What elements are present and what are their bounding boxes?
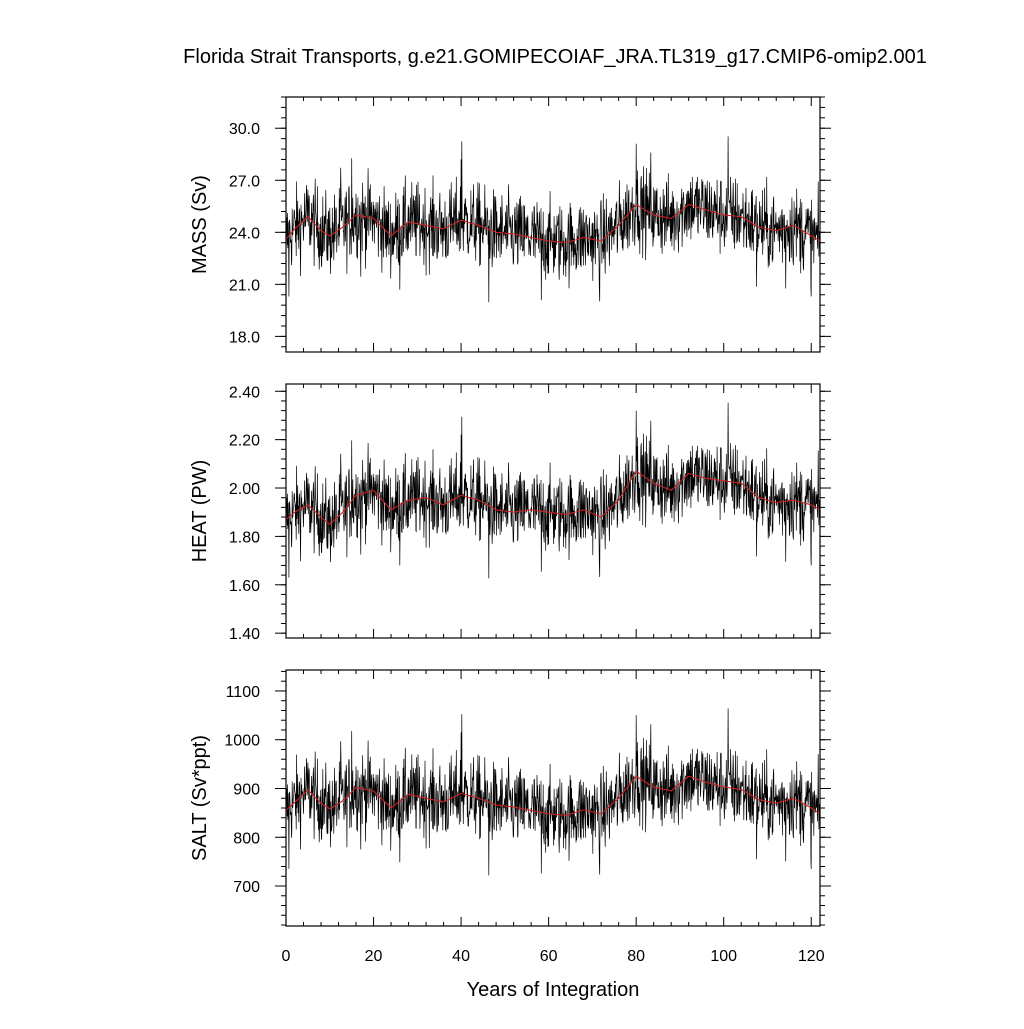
x-tick-label: 60 (540, 948, 558, 965)
mass-y-tick-label: 21.0 (229, 277, 260, 294)
heat-y-axis-label: HEAT (PW) (189, 460, 211, 563)
salt-raw-series (285, 708, 820, 876)
heat-y-tick-label: 2.00 (229, 481, 260, 498)
salt-y-tick-label: 1000 (224, 733, 260, 750)
mass-y-tick-label: 30.0 (229, 121, 260, 138)
x-tick-label: 40 (452, 948, 470, 965)
salt-y-axis-label: SALT (Sv*ppt) (189, 735, 211, 861)
mass-y-axis-label: MASS (Sv) (189, 175, 211, 274)
x-tick-label: 100 (710, 948, 737, 965)
heat-y-tick-label: 1.60 (229, 578, 260, 595)
heat-y-tick-label: 1.80 (229, 529, 260, 546)
heat-raw-series (285, 402, 820, 579)
mass-frame (285, 96, 821, 353)
heat-smoothed-series (285, 470, 821, 526)
salt-y-tick-label: 1100 (226, 684, 261, 701)
salt-y-tick-label: 800 (233, 830, 260, 847)
x-tick-label: 120 (798, 948, 825, 965)
mass-y-tick-label: 18.0 (229, 329, 260, 346)
x-tick-label: 0 (282, 948, 291, 965)
heat-y-tick-label: 2.20 (229, 433, 260, 450)
mass-smoothed-series (285, 203, 821, 244)
heat-panel: 1.40 1.60 1.80 2.00 2.20 2.40 HEAT (PW) (189, 383, 831, 643)
salt-smoothed-series (285, 775, 821, 816)
heat-y-tick-label: 1.40 (229, 626, 260, 643)
x-axis-title: Years of Integration (467, 979, 640, 1001)
x-tick-label: 80 (627, 948, 645, 965)
salt-panel: 700 800 900 1000 1100 SALT (Sv*ppt) 0 20 40 60 80 1… (189, 669, 831, 965)
chart-title: Florida Strait Transports, g.e21.GOMIPEC… (183, 46, 927, 68)
mass-raw-series (285, 136, 820, 303)
heat-y-tick-label: 2.40 (229, 384, 260, 401)
salt-y-tick-label: 700 (233, 879, 260, 896)
salt-y-tick-label: 900 (233, 781, 260, 798)
mass-y-tick-label: 24.0 (229, 225, 260, 242)
mass-panel: 18.0 21.0 24.0 27.0 30.0 MASS (Sv) (189, 96, 831, 353)
mass-y-tick-label: 27.0 (229, 173, 260, 190)
x-tick-label: 20 (365, 948, 383, 965)
heat-frame (285, 383, 821, 639)
